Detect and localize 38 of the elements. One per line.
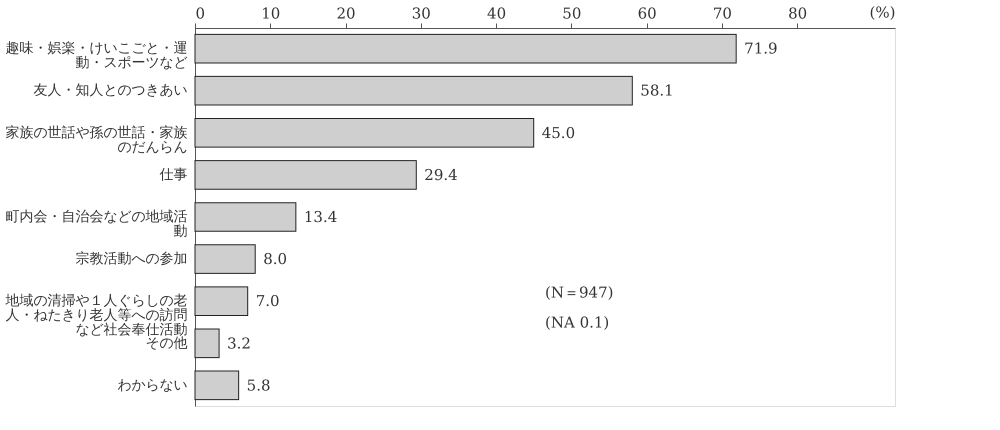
x-tick-label: 60 xyxy=(638,4,657,22)
x-tick-label: 10 xyxy=(261,4,280,22)
data-label: 71.9 xyxy=(744,40,778,58)
data-label: 45.0 xyxy=(542,124,576,142)
x-tick-label: 50 xyxy=(562,4,582,22)
data-label: 29.4 xyxy=(424,166,458,184)
bar xyxy=(194,370,240,400)
data-label: 7.0 xyxy=(256,292,280,310)
bar xyxy=(194,286,248,316)
annotation: (NA 0.1) xyxy=(545,314,610,332)
y-tick-label: 趣味・娯楽・けいこごと・運動・スポーツなど xyxy=(6,40,188,72)
data-label: 3.2 xyxy=(227,334,251,352)
bar xyxy=(194,328,220,358)
bar xyxy=(194,244,256,274)
bar xyxy=(194,160,417,190)
x-tick-label: 80 xyxy=(788,4,808,22)
y-tick-label: 友人・知人とのつきあい xyxy=(34,82,188,99)
bar xyxy=(194,34,737,64)
y-tick-label: 宗教活動への参加 xyxy=(76,251,188,268)
data-label: 5.8 xyxy=(246,376,271,394)
bar xyxy=(194,118,534,148)
y-tick-label: 家族の世話や孫の世話・家族のだんらん xyxy=(6,124,188,156)
bar xyxy=(194,202,296,232)
y-tick-label: わからない xyxy=(118,377,188,394)
data-label: 8.0 xyxy=(263,250,288,268)
x-tick-label: 20 xyxy=(336,4,356,22)
annotation: (N＝947) xyxy=(545,284,614,302)
x-axis-title: (%) xyxy=(870,4,896,22)
bar xyxy=(194,76,633,106)
data-label: 58.1 xyxy=(640,82,674,100)
x-tick-label: 0 xyxy=(196,4,206,22)
data-label: 13.4 xyxy=(304,208,338,226)
y-tick-label: その他 xyxy=(146,335,188,352)
x-tick-label: 30 xyxy=(412,4,431,22)
y-tick-label: 町内会・自治会などの地域活動 xyxy=(6,209,188,240)
y-tick-label: 仕事 xyxy=(158,166,188,183)
x-tick-label: 70 xyxy=(712,4,732,22)
x-tick-label: 40 xyxy=(487,4,506,22)
